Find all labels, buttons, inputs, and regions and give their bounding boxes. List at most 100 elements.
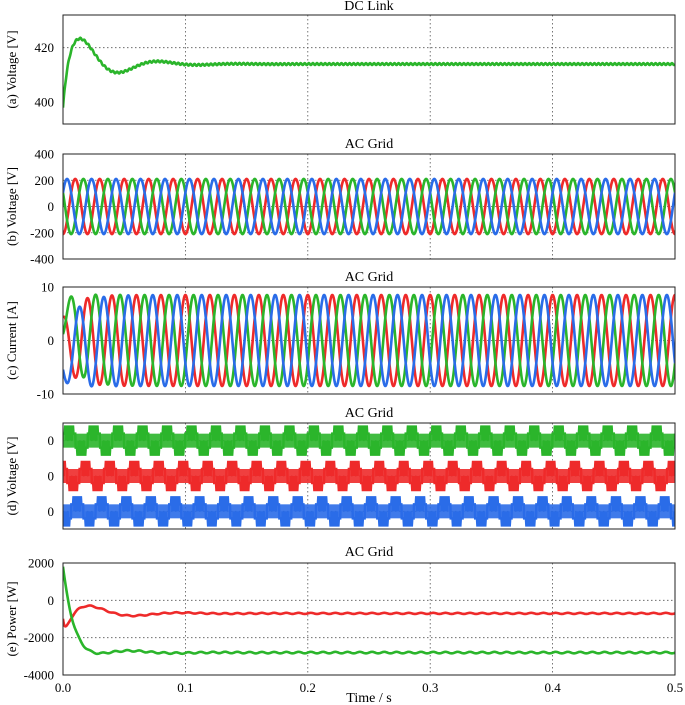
series-block bbox=[305, 511, 314, 526]
plot-frame bbox=[62, 422, 676, 530]
panel-1: DC Link (a) Voltage [V] 400 420 bbox=[4, 0, 676, 125]
panel-2: AC Grid (b) Voltage [V] -400 -200 0 200 400 bbox=[4, 137, 676, 267]
series-block bbox=[534, 476, 543, 490]
series-block bbox=[664, 440, 673, 455]
series-block bbox=[640, 440, 649, 455]
series-block bbox=[142, 476, 151, 490]
series-block bbox=[644, 462, 653, 476]
series-block bbox=[154, 462, 163, 476]
series-block bbox=[150, 440, 159, 455]
series-block bbox=[138, 426, 147, 441]
x-axis-label: Time / s bbox=[346, 691, 391, 705]
panel-5: AC Grid (e) Power [W] -4000 -2000 0 2000 0.0 0.… bbox=[4, 545, 683, 705]
series-block bbox=[554, 426, 563, 441]
series-block bbox=[248, 440, 257, 455]
series-block bbox=[440, 497, 449, 512]
y-tick-label: -10 bbox=[37, 387, 54, 402]
series-block bbox=[379, 511, 388, 526]
series-line bbox=[63, 566, 675, 656]
series-block bbox=[309, 426, 318, 441]
series-line bbox=[63, 293, 675, 388]
series-block bbox=[366, 497, 376, 512]
y-tick-label: 0 bbox=[48, 469, 55, 484]
series-block bbox=[575, 511, 584, 526]
series-block bbox=[109, 511, 119, 526]
series-block bbox=[126, 440, 135, 455]
series-block bbox=[481, 426, 490, 441]
series-block bbox=[424, 462, 433, 476]
plot-frame bbox=[62, 286, 676, 395]
series-block bbox=[281, 511, 290, 526]
series-block bbox=[175, 440, 184, 455]
series-block bbox=[118, 476, 127, 490]
series-block bbox=[624, 511, 633, 526]
series-block bbox=[542, 440, 551, 455]
series-block bbox=[468, 440, 478, 455]
series-block bbox=[611, 497, 620, 512]
x-tick-label: 0.1 bbox=[177, 680, 193, 695]
series-block bbox=[97, 497, 106, 512]
chart-title: AC Grid bbox=[345, 137, 394, 152]
series-block bbox=[436, 476, 445, 490]
series-block bbox=[530, 426, 539, 441]
series-block bbox=[273, 440, 282, 455]
y-axis-label: (e) Power [W] bbox=[4, 581, 19, 656]
series-block bbox=[546, 462, 555, 476]
series-block bbox=[428, 511, 437, 526]
series-block bbox=[497, 462, 506, 476]
series-block bbox=[269, 497, 278, 512]
y-tick-label: -4000 bbox=[24, 668, 54, 683]
series-block bbox=[579, 426, 588, 441]
series-block bbox=[489, 497, 498, 512]
series-block bbox=[656, 476, 665, 490]
y-tick-label: 10 bbox=[41, 280, 54, 295]
series-block bbox=[207, 511, 216, 526]
series-block bbox=[236, 426, 245, 441]
series-block bbox=[358, 426, 367, 441]
series-block bbox=[636, 497, 645, 512]
y-tick-label: 0 bbox=[48, 333, 55, 348]
series-block bbox=[493, 440, 502, 455]
series-block bbox=[583, 476, 592, 490]
series-block bbox=[313, 476, 323, 490]
series-block bbox=[69, 476, 78, 490]
series-block bbox=[407, 426, 416, 441]
series-block bbox=[672, 511, 675, 526]
series-block bbox=[203, 462, 212, 476]
series-block bbox=[566, 440, 576, 455]
series-block bbox=[105, 462, 114, 476]
plot-frame bbox=[62, 153, 676, 260]
series-line bbox=[63, 177, 675, 236]
series-block bbox=[89, 426, 98, 441]
series-block bbox=[473, 462, 482, 476]
series-block bbox=[562, 497, 571, 512]
series-block bbox=[65, 426, 74, 441]
y-tick-label: 420 bbox=[35, 40, 55, 55]
chart-title: AC Grid bbox=[345, 270, 394, 285]
series-block bbox=[277, 462, 286, 476]
series-block bbox=[224, 440, 233, 455]
series-block bbox=[162, 426, 172, 441]
series-block bbox=[240, 476, 249, 490]
chart-title: AC Grid bbox=[345, 406, 394, 421]
series-block bbox=[342, 497, 351, 512]
series-block bbox=[513, 497, 522, 512]
series-block bbox=[362, 476, 372, 490]
series-block bbox=[517, 440, 527, 455]
series-block bbox=[648, 511, 657, 526]
series-block bbox=[301, 462, 310, 476]
series-block bbox=[464, 497, 474, 512]
series-block bbox=[570, 462, 580, 476]
series-block bbox=[130, 462, 139, 476]
series-block bbox=[632, 476, 641, 490]
series-block bbox=[285, 426, 294, 441]
series-block bbox=[114, 426, 123, 441]
series-block bbox=[264, 476, 274, 490]
series-block bbox=[318, 497, 327, 512]
series-block bbox=[615, 440, 624, 455]
chart-title: AC Grid bbox=[345, 545, 394, 560]
series-block bbox=[101, 440, 110, 455]
x-tick-label: 0.2 bbox=[300, 680, 316, 695]
series-block bbox=[322, 440, 331, 455]
